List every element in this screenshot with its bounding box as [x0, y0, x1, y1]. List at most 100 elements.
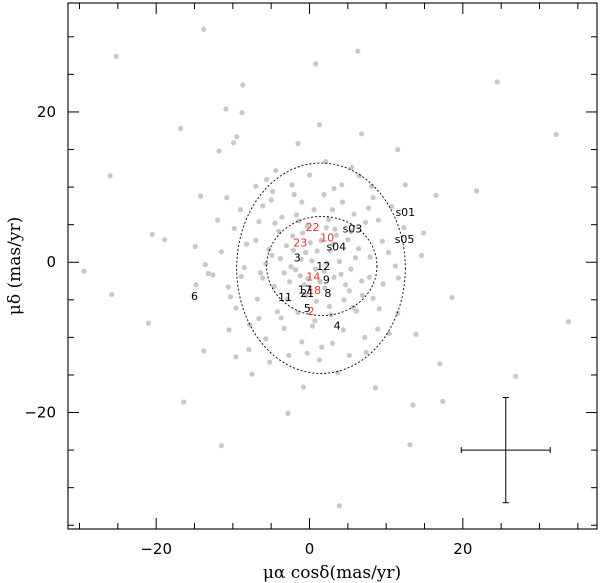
star-point [269, 252, 275, 259]
star-point [322, 285, 328, 291]
x-tick-labels: −20 0 20 [140, 540, 472, 558]
star-point [267, 359, 273, 365]
star-point [338, 271, 344, 277]
star-point [145, 320, 152, 326]
star-label-s05: s05 [395, 233, 415, 246]
star-point [324, 260, 330, 266]
star-point [289, 182, 295, 188]
star-point [355, 246, 362, 252]
x-tick-label: 0 [305, 540, 315, 558]
star-point [372, 385, 379, 391]
star-point [375, 326, 381, 332]
star-point [273, 167, 279, 174]
star-point [223, 106, 229, 112]
star-point [413, 331, 419, 337]
star-point [303, 292, 310, 298]
star-point [401, 225, 407, 231]
star-point [332, 226, 338, 232]
star-point [263, 336, 269, 342]
star-point [246, 346, 252, 353]
star-point [318, 237, 324, 244]
star-point [309, 258, 315, 264]
star-label-18: 18 [307, 284, 321, 297]
star-point [339, 199, 346, 205]
star-label-s04: s04 [326, 240, 346, 253]
star-label-22: 22 [306, 221, 320, 234]
star-point [376, 306, 382, 312]
star-point [321, 192, 327, 198]
star-point [410, 402, 416, 408]
star-point [241, 264, 247, 271]
star-point [291, 192, 297, 198]
star-point [323, 225, 329, 231]
star-point [304, 350, 310, 356]
star-point [231, 140, 237, 146]
star-point [566, 319, 572, 325]
star-point [210, 272, 216, 278]
star-point [370, 195, 376, 201]
star-point [553, 131, 559, 138]
star-point [288, 264, 294, 270]
star-point [253, 183, 259, 189]
star-point [306, 172, 313, 178]
star-point [299, 339, 305, 345]
star-point [313, 298, 319, 304]
star-point [342, 282, 349, 288]
outer-ellipse [236, 162, 406, 374]
star-point [218, 249, 224, 255]
star-point [333, 232, 339, 238]
star-point [270, 189, 276, 195]
star-point [295, 140, 301, 147]
star-point [247, 322, 253, 328]
star-point [297, 273, 303, 279]
star-point [395, 146, 401, 153]
y-tick-label: −20 [24, 404, 56, 422]
star-point [330, 241, 336, 247]
star-point [355, 48, 361, 54]
star-point [341, 297, 347, 303]
star-point [316, 357, 323, 363]
star-point [353, 308, 359, 314]
star-point [205, 270, 211, 277]
star-point [366, 274, 372, 280]
star-point [231, 225, 237, 232]
star-point [392, 263, 398, 269]
star-point [279, 214, 285, 220]
star-point [263, 176, 270, 183]
star-point [494, 79, 500, 85]
x-tick-label: −20 [140, 540, 172, 558]
star-point [234, 134, 240, 140]
star-label-10: 10 [320, 231, 334, 244]
star-point [326, 303, 333, 310]
star-point [216, 148, 222, 154]
star-point [284, 296, 290, 302]
star-point [359, 292, 365, 298]
star-label-14: 14 [306, 271, 320, 284]
star-point [240, 82, 246, 88]
star-point [281, 325, 287, 331]
ellipses-layer [236, 162, 406, 374]
star-point [340, 327, 346, 333]
star-point [336, 503, 342, 509]
star-point [305, 276, 311, 282]
star-point [81, 268, 87, 274]
star-point [113, 53, 119, 59]
star-point [266, 246, 272, 253]
star-point [278, 315, 284, 321]
star-point [312, 318, 318, 324]
star-point [244, 241, 250, 247]
star-point [433, 192, 439, 198]
star-point [421, 230, 427, 236]
star-label-17: 17 [298, 283, 312, 296]
star-point [346, 352, 352, 359]
star-point [346, 288, 352, 294]
star-point [277, 255, 283, 262]
star-point [348, 266, 354, 272]
star-point [296, 218, 302, 224]
x-axis-title: μα cosδ(mas/yr) [263, 563, 401, 583]
star-point [201, 26, 207, 32]
star-point [316, 122, 323, 128]
star-point [149, 231, 155, 238]
star-point [214, 217, 221, 223]
x-tick-label: 20 [453, 540, 472, 558]
